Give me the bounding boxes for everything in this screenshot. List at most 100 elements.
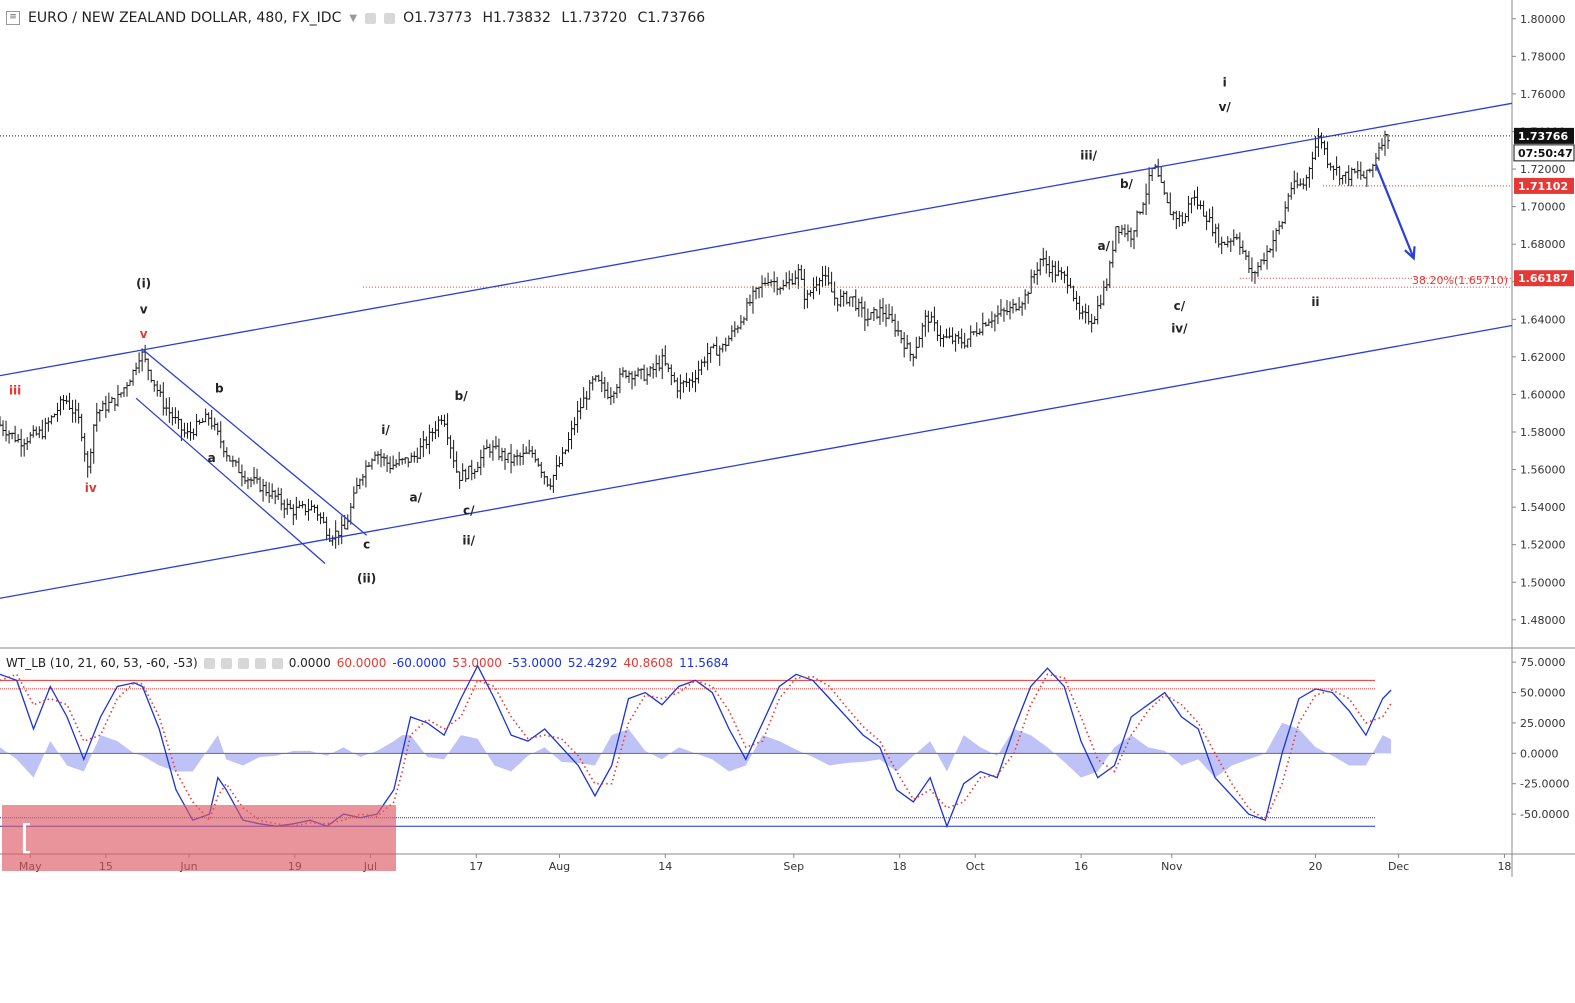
x-tick-label: Nov bbox=[1161, 860, 1183, 873]
wave-label: i bbox=[1223, 75, 1227, 89]
open-value: O1.73773 bbox=[403, 10, 472, 26]
settings-icon[interactable] bbox=[384, 12, 396, 24]
indicator-value: 60.0000 bbox=[336, 656, 387, 670]
stop-level-tag bbox=[1514, 177, 1574, 194]
last-price-tag bbox=[1514, 127, 1574, 144]
x-tick-label: 18 bbox=[1497, 860, 1511, 873]
x-tick-label: 20 bbox=[1308, 860, 1322, 873]
y-tick-label: 1.48000 bbox=[1520, 614, 1566, 627]
osc-y-tick-label: 50.0000 bbox=[1520, 687, 1566, 700]
y-tick-label: 1.60000 bbox=[1520, 388, 1566, 401]
y-tick-label: 1.72000 bbox=[1520, 163, 1566, 176]
x-tick-label: Oct bbox=[966, 860, 986, 873]
wave-label: a/ bbox=[1098, 239, 1111, 253]
wave-label: a/ bbox=[410, 490, 423, 504]
wave-label: v bbox=[140, 303, 148, 317]
wave-label: b bbox=[215, 382, 224, 396]
osc-y-tick-label: -50.0000 bbox=[1520, 808, 1569, 821]
eye-icon[interactable] bbox=[203, 657, 215, 669]
osc-y-tick-label: -25.0000 bbox=[1520, 778, 1569, 791]
hamburger-menu-icon[interactable]: ≡ bbox=[6, 11, 20, 25]
descending-channel-line bbox=[135, 397, 326, 564]
chart-canvas[interactable]: 1.800001.780001.760001.740001.720001.700… bbox=[0, 0, 1575, 877]
wave-label: b/ bbox=[455, 389, 469, 403]
wave-label: iv/ bbox=[1171, 321, 1188, 335]
high-value: H1.73832 bbox=[482, 10, 551, 26]
ohlc-bars bbox=[0, 127, 1391, 549]
close-value: C1.73766 bbox=[637, 10, 706, 26]
y-tick-label: 1.62000 bbox=[1520, 351, 1566, 364]
wave-label: v bbox=[140, 327, 148, 341]
y-tick-label: 1.64000 bbox=[1520, 313, 1566, 326]
wave-label: ii bbox=[1311, 295, 1319, 309]
chevron-down-icon[interactable]: ▼ bbox=[349, 12, 358, 24]
wt1-line bbox=[0, 664, 1392, 829]
chart-window: 1.800001.780001.760001.740001.720001.700… bbox=[0, 0, 1575, 877]
y-tick-label: 1.80000 bbox=[1520, 13, 1566, 26]
wave-label: ii/ bbox=[462, 534, 475, 548]
projection-arrow-shaft bbox=[1374, 163, 1415, 259]
wave-label: b/ bbox=[1120, 177, 1134, 191]
wave-label: (i) bbox=[136, 276, 151, 290]
x-tick-label: 14 bbox=[658, 860, 672, 873]
indicator-value: 11.5684 bbox=[679, 656, 729, 670]
wave-label: iii bbox=[9, 383, 21, 397]
wave-label: c/ bbox=[463, 504, 475, 518]
indicator-value: 0.0000 bbox=[288, 656, 331, 670]
channel-line bbox=[0, 102, 1513, 377]
close-icon[interactable] bbox=[271, 657, 283, 669]
wave-label: iii/ bbox=[1080, 149, 1097, 163]
wt2-line bbox=[0, 673, 1392, 828]
indicator-value: 53.0000 bbox=[452, 656, 502, 670]
eye-icon[interactable] bbox=[365, 12, 377, 24]
indicator-name: WT_LB (10, 21, 60, 53, -60, -53) bbox=[6, 656, 198, 670]
countdown-tag bbox=[1513, 144, 1575, 162]
x-tick-label: 17 bbox=[469, 860, 483, 873]
y-tick-label: 1.50000 bbox=[1520, 576, 1566, 589]
low-value: L1.73720 bbox=[561, 10, 628, 26]
chart-header: ≡ EURO / NEW ZEALAND DOLLAR, 480, FX_IDC… bbox=[6, 10, 711, 26]
format-icon[interactable] bbox=[237, 657, 249, 669]
y-tick-label: 1.68000 bbox=[1520, 238, 1566, 251]
indicator-value: -53.0000 bbox=[507, 656, 562, 670]
add-icon[interactable] bbox=[254, 657, 266, 669]
watermark-banner: [ www.instaforex.com ] bbox=[2, 805, 396, 990]
fib-level-label: 38.20%(1.65710) bbox=[1412, 274, 1508, 287]
wave-label: v/ bbox=[1219, 100, 1232, 114]
indicator-value: 40.8608 bbox=[623, 656, 674, 670]
wave-label: i/ bbox=[381, 423, 390, 437]
wave-label: (ii) bbox=[357, 571, 376, 585]
channel-line bbox=[0, 324, 1513, 599]
indicator-value: 52.4292 bbox=[567, 656, 618, 670]
oscillator-histogram bbox=[0, 722, 1392, 778]
descending-channel-line bbox=[143, 349, 368, 536]
y-tick-label: 1.54000 bbox=[1520, 501, 1566, 514]
projection-arrow-head bbox=[1404, 246, 1416, 261]
wave-label: c/ bbox=[1174, 299, 1186, 313]
x-tick-label: 18 bbox=[893, 860, 907, 873]
y-tick-label: 1.58000 bbox=[1520, 426, 1566, 439]
x-tick-label: Aug bbox=[549, 860, 570, 873]
ohlc-readout: O1.73773 H1.73832 L1.73720 C1.73766 bbox=[403, 10, 711, 26]
osc-y-tick-label: 0.0000 bbox=[1520, 747, 1559, 760]
wave-label: a bbox=[208, 451, 216, 465]
last-price-label: 1.73766 bbox=[1518, 130, 1568, 143]
wave-label: iv bbox=[85, 481, 97, 495]
symbol-title: EURO / NEW ZEALAND DOLLAR, 480, FX_IDC bbox=[28, 10, 342, 26]
y-tick-label: 1.78000 bbox=[1520, 50, 1566, 63]
fib-marker-tag bbox=[1514, 270, 1574, 287]
indicator-value: -60.0000 bbox=[392, 656, 447, 670]
y-tick-label: 1.70000 bbox=[1520, 201, 1566, 214]
osc-y-tick-label: 25.0000 bbox=[1520, 717, 1566, 730]
x-tick-label: Sep bbox=[783, 860, 804, 873]
x-tick-label: Dec bbox=[1388, 860, 1409, 873]
x-tick-label: 16 bbox=[1074, 860, 1088, 873]
y-tick-label: 1.52000 bbox=[1520, 539, 1566, 552]
settings-icon[interactable] bbox=[220, 657, 232, 669]
countdown-label: 07:50:47 bbox=[1518, 147, 1573, 160]
indicator-header: WT_LB (10, 21, 60, 53, -60, -53) 0.0000 … bbox=[6, 656, 729, 670]
stop-level-label: 1.71102 bbox=[1518, 180, 1568, 193]
osc-y-tick-label: 75.0000 bbox=[1520, 656, 1566, 669]
y-tick-label: 1.56000 bbox=[1520, 464, 1566, 477]
fib-marker-label: 1.66187 bbox=[1518, 272, 1568, 285]
